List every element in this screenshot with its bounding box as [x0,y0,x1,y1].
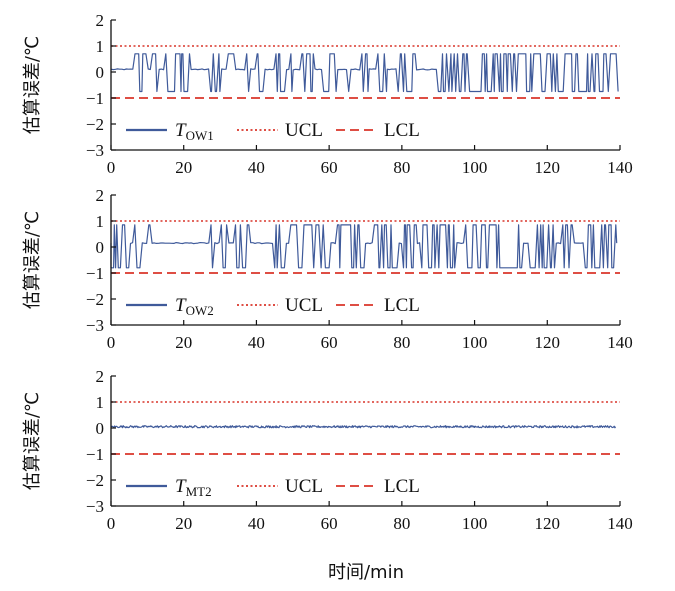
legend-series-label: TOW2 [175,295,214,318]
series-line-t-mt2 [110,425,617,429]
x-tick-label: 20 [175,333,192,352]
x-tick-label: 0 [107,514,116,533]
y-tick-label: −2 [86,290,104,309]
x-tick-label: 40 [248,333,265,352]
legend: TOW2 UCL LCL [126,295,420,318]
y-tick-label: −2 [86,471,104,490]
legend-lcl-label: LCL [384,120,420,141]
y-tick-label: −3 [86,141,104,160]
legend-ucl-label: UCL [285,476,323,497]
x-tick-label: 100 [462,158,488,177]
x-tick-label: 80 [393,158,410,177]
legend-lcl-label: LCL [384,295,420,316]
y-tick-label: 1 [96,37,105,56]
y-tick-label: −2 [86,115,104,134]
y-tick-label: −1 [86,445,104,464]
x-tick-label: 100 [462,514,488,533]
y-tick-label: 1 [96,212,105,231]
y-tick-label: 0 [96,63,105,82]
legend-ucl-label: UCL [285,120,323,141]
x-tick-label: 100 [462,333,488,352]
x-tick-label: 140 [607,333,633,352]
series-line-t-ow2 [110,224,618,269]
y-tick-label: −3 [86,497,104,516]
y-tick-label: 0 [96,238,105,257]
y-tick-label: 2 [96,367,105,386]
y-tick-label: 2 [96,186,105,205]
x-tick-label: 60 [321,158,338,177]
x-tick-label: 140 [607,514,633,533]
y-tick-label: −3 [86,316,104,335]
y-tick-label: 2 [96,11,105,30]
x-tick-label: 40 [248,158,265,177]
x-tick-label: 80 [393,333,410,352]
y-tick-label: −1 [86,264,104,283]
legend: TMT2 UCL LCL [126,476,420,499]
x-tick-label: 80 [393,514,410,533]
legend-series-label: TMT2 [175,476,212,499]
series-line-t-ow1 [110,53,619,93]
x-tick-label: 60 [321,514,338,533]
legend-ucl-label: UCL [285,295,323,316]
x-tick-label: 60 [321,333,338,352]
x-tick-label: 120 [535,514,561,533]
x-tick-label: 20 [175,158,192,177]
y-tick-label: 0 [96,419,105,438]
legend-series-label: TOW1 [175,120,214,143]
x-tick-label: 20 [175,514,192,533]
x-tick-label: 0 [107,158,116,177]
x-axis-label: 时间/min [328,562,404,583]
y-axis-label: 估算误差/℃ [22,36,43,134]
legend-lcl-label: LCL [384,476,420,497]
x-tick-label: 120 [535,158,561,177]
x-tick-label: 0 [107,333,116,352]
legend: TOW1 UCL LCL [126,120,420,143]
y-tick-label: 1 [96,393,105,412]
y-tick-label: −1 [86,89,104,108]
x-tick-label: 120 [535,333,561,352]
y-axis-label: 估算误差/℃ [22,392,43,490]
x-tick-label: 140 [607,158,633,177]
x-tick-label: 40 [248,514,265,533]
y-axis-label: 估算误差/℃ [22,211,43,309]
